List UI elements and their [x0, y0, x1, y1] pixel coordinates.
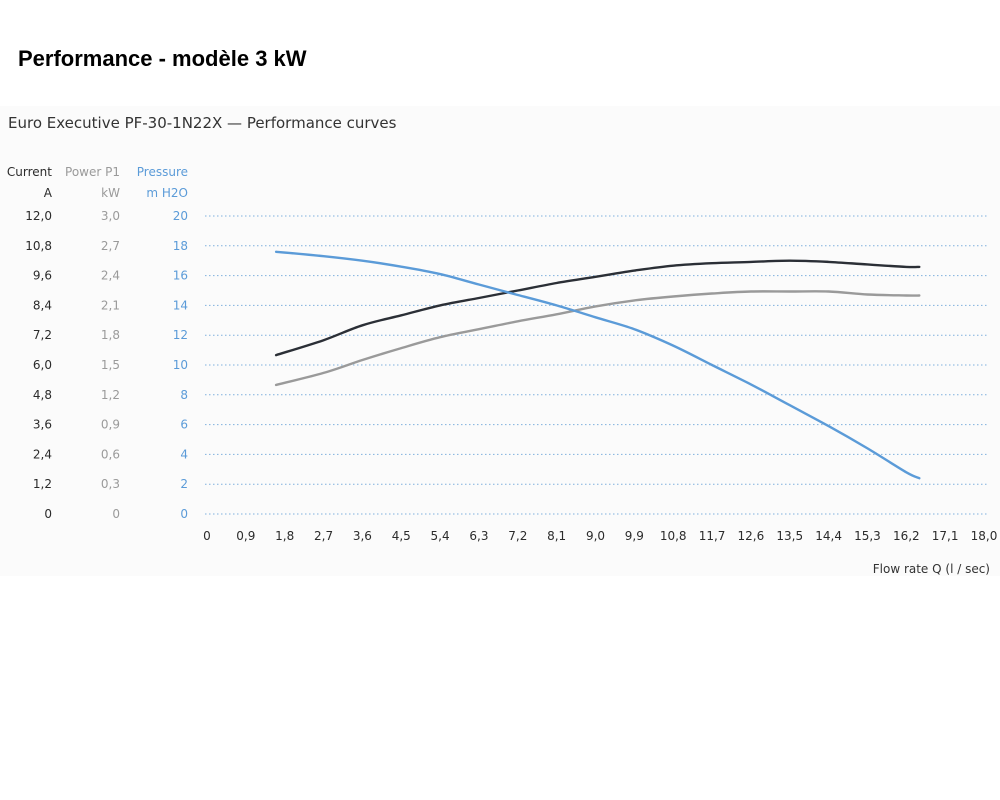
x-tick-label: 9,0 — [586, 529, 605, 543]
y-tick-label-pressure: 12 — [173, 328, 188, 342]
x-axis: 0 0,9 1,8 2,7 3,6 4,5 5,4 6,3 7,2 8,1 9,0 9,9 10,8 11… — [203, 529, 997, 543]
x-tick-label: 3,6 — [353, 529, 372, 543]
y-axis-unit-pressure: m H2O — [146, 186, 188, 200]
y-tick-label-current: 12,0 — [25, 209, 52, 223]
chart-panel: Euro Executive PF-30-1N22X — Performance… — [0, 106, 1000, 576]
y-tick-label-power: 0,6 — [101, 447, 120, 461]
y-axis-unit-current: A — [44, 186, 53, 200]
y-tick-label-current: 0 — [44, 507, 52, 521]
x-axis-label: Flow rate Q (l / sec) — [873, 562, 990, 576]
x-tick-label: 6,3 — [469, 529, 488, 543]
chart-title: Euro Executive PF-30-1N22X — Performance… — [8, 114, 397, 132]
y-tick-label-pressure: 14 — [173, 298, 188, 312]
y-tick-label-power: 2,7 — [101, 239, 120, 253]
power-curve — [274, 290, 921, 387]
x-tick-label: 0,9 — [236, 529, 255, 543]
y-tick-label-pressure: 10 — [173, 358, 188, 372]
y-tick-label-current: 4,8 — [33, 388, 52, 402]
y-tick-label-current: 8,4 — [33, 298, 52, 312]
performance-chart: Euro Executive PF-30-1N22X — Performance… — [7, 114, 997, 576]
y-tick-label-current: 9,6 — [33, 269, 52, 283]
current-curve — [274, 259, 921, 357]
x-tick-label: 12,6 — [738, 529, 765, 543]
series-lines — [274, 250, 921, 480]
y-tick-label-current: 2,4 — [33, 447, 52, 461]
y-tick-label-current: 6,0 — [33, 358, 52, 372]
y-tick-label-pressure: 8 — [180, 388, 188, 402]
x-tick-label: 13,5 — [776, 529, 803, 543]
y-axis-name-power: Power P1 — [65, 165, 120, 179]
x-tick-label: 0 — [203, 529, 211, 543]
y-tick-label-power: 0 — [112, 507, 120, 521]
y-tick-label-pressure: 16 — [173, 269, 188, 283]
y-tick-label-pressure: 18 — [173, 239, 188, 253]
x-tick-label: 15,3 — [854, 529, 881, 543]
y-axis-unit-power: kW — [101, 186, 120, 200]
x-tick-label: 16,2 — [893, 529, 920, 543]
y-tick-label-power: 0,9 — [101, 418, 120, 432]
y-tick-label-current: 10,8 — [25, 239, 52, 253]
y-tick-label-power: 3,0 — [101, 209, 120, 223]
x-tick-label: 10,8 — [660, 529, 687, 543]
page-heading: Performance - modèle 3 kW — [18, 46, 307, 71]
y-tick-label-power: 0,3 — [101, 477, 120, 491]
y-tick-label-power: 1,2 — [101, 388, 120, 402]
y-tick-label-current: 1,2 — [33, 477, 52, 491]
x-tick-label: 7,2 — [508, 529, 527, 543]
y-axis-name-pressure: Pressure — [137, 165, 188, 179]
x-tick-label: 14,4 — [815, 529, 842, 543]
y-tick-label-pressure: 20 — [173, 209, 188, 223]
y-tick-label-power: 2,4 — [101, 269, 120, 283]
x-tick-label: 9,9 — [625, 529, 644, 543]
x-tick-label: 18,0 — [971, 529, 998, 543]
y-tick-label-power: 1,5 — [101, 358, 120, 372]
y-tick-label-power: 1,8 — [101, 328, 120, 342]
x-tick-label: 11,7 — [699, 529, 726, 543]
y-tick-label-pressure: 6 — [180, 418, 188, 432]
y-axes: Current A 0 1,2 2,4 3,6 4,8 6,0 7,2 8,4 9,6 10,8 12,… — [7, 165, 188, 521]
x-tick-label: 2,7 — [314, 529, 333, 543]
y-tick-label-current: 7,2 — [33, 328, 52, 342]
grid-lines — [205, 215, 987, 515]
y-tick-label-current: 3,6 — [33, 418, 52, 432]
pressure-curve — [274, 250, 921, 480]
y-tick-label-pressure: 4 — [180, 447, 188, 461]
y-tick-label-power: 2,1 — [101, 298, 120, 312]
y-axis-name-current: Current — [7, 165, 52, 179]
x-tick-label: 1,8 — [275, 529, 294, 543]
y-tick-label-pressure: 0 — [180, 507, 188, 521]
x-tick-label: 5,4 — [431, 529, 450, 543]
x-tick-label: 4,5 — [392, 529, 411, 543]
x-tick-label: 17,1 — [932, 529, 959, 543]
y-tick-label-pressure: 2 — [180, 477, 188, 491]
x-tick-label: 8,1 — [547, 529, 566, 543]
